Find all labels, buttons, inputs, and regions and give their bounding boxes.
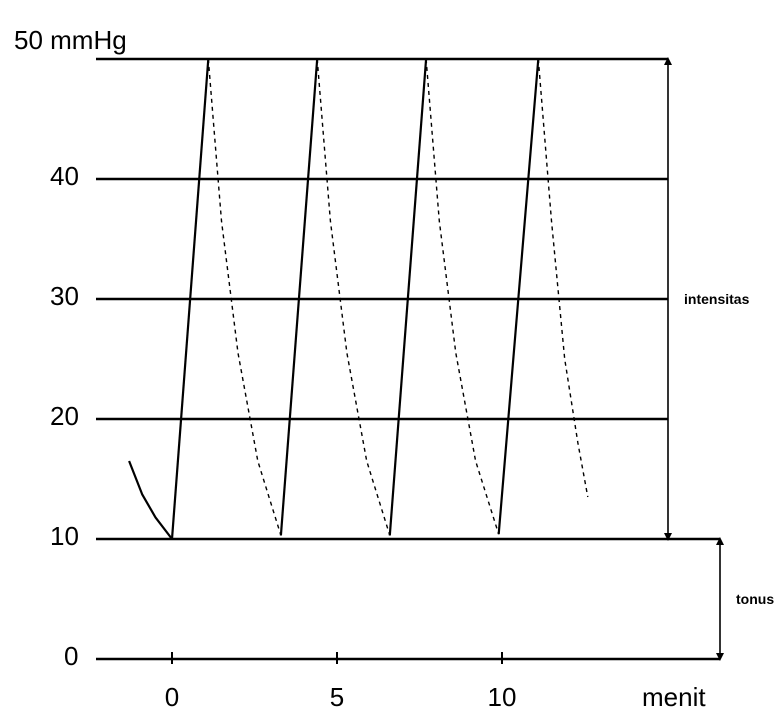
solid-rise-1 — [170, 58, 210, 540]
solid-rise-3 — [388, 58, 428, 536]
y-tick-label-30: 30 — [50, 281, 79, 311]
solid-rise-4 — [497, 58, 540, 535]
x-axis-unit-label: menit — [642, 682, 706, 712]
y-tick-label-40: 40 — [50, 161, 79, 191]
dashed-decay-3 — [537, 58, 589, 498]
annotations: intensitas tonus — [664, 57, 774, 661]
solid-rise-0 — [128, 460, 173, 540]
solid-rise-2 — [279, 58, 319, 536]
y-tick-label-50: 50 mmHg — [14, 25, 127, 55]
dashed-decay-1 — [316, 58, 391, 536]
y-tick-label-0: 0 — [64, 641, 78, 671]
axis-labels: 0 10 20 30 40 50 mmHg 0 5 10 menit — [14, 25, 706, 712]
x-tick-label-0: 0 — [165, 682, 179, 712]
tonus-label: tonus — [736, 591, 774, 607]
dashed-decay-2 — [425, 58, 500, 535]
series-layer — [128, 58, 589, 540]
grid-lines — [96, 57, 720, 664]
x-tick-label-5: 5 — [330, 682, 344, 712]
intensitas-label: intensitas — [684, 291, 750, 307]
x-tick-label-10: 10 — [488, 682, 517, 712]
y-tick-label-10: 10 — [50, 521, 79, 551]
y-tick-label-20: 20 — [50, 401, 79, 431]
dashed-decay-0 — [207, 58, 282, 536]
